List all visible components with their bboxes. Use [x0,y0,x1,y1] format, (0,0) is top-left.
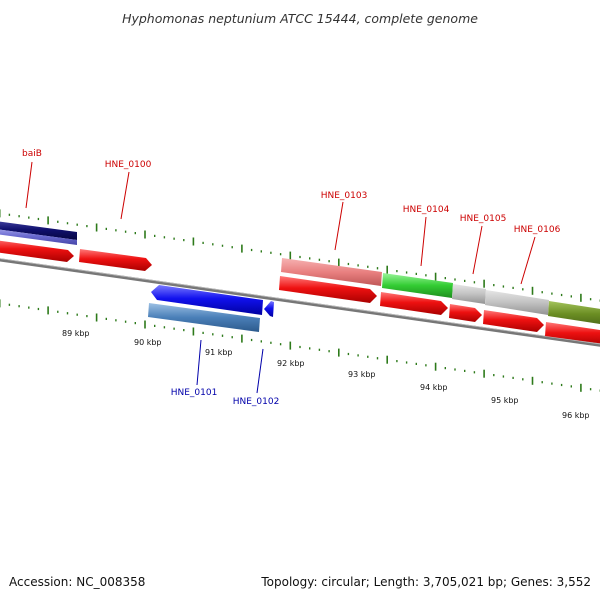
gene-label-HNE_0103[interactable]: HNE_0103 [321,191,368,201]
cds-HNE_0103[interactable] [279,276,377,303]
gene-labels: baiB HNE_0100 HNE_0101 HNE_0102 HNE_0103… [22,149,561,407]
leader-HNE_0104 [420,216,427,267]
leader-HNE_0102 [256,348,264,394]
cds-HNE_0104[interactable] [380,292,448,315]
gene-HNE_0106-feature[interactable] [485,290,549,315]
genome-summary-text: Topology: circular; Length: 3,705,021 bp… [260,575,591,589]
scale-label-93: 93 kbp [348,370,376,379]
scale-label-92: 92 kbp [277,359,305,368]
gene-label-HNE_0101[interactable]: HNE_0101 [171,388,218,398]
scale-label-94: 94 kbp [420,383,448,392]
scale-labels: 89 kbp 90 kbp 91 kbp 92 kbp 93 kbp 94 kb… [62,329,590,420]
leader-HNE_0105 [472,225,483,275]
leader-HNE_0106 [520,236,536,285]
leader-HNE_0101 [196,339,202,386]
leader-HNE_0103 [334,201,344,251]
cds-HNE_0101[interactable] [151,285,263,315]
gene-HNE_0105-feature[interactable] [452,284,486,304]
gene-baiB-purple[interactable] [0,227,77,245]
leader-HNE_0100 [120,171,130,220]
gene-next-feature[interactable] [548,301,600,327]
cds-HNE_0102[interactable] [264,301,274,317]
gene-HNE_0104-feature[interactable] [382,273,453,298]
scale-label-91: 91 kbp [205,348,233,357]
gene-label-HNE_0100[interactable]: HNE_0100 [105,160,152,170]
cds-next[interactable] [545,322,600,346]
gene-baiB-navy[interactable] [0,219,77,240]
gene-label-HNE_0105[interactable]: HNE_0105 [460,214,507,224]
scale-label-90: 90 kbp [134,338,162,347]
gene-label-baiB[interactable]: baiB [22,149,42,159]
map-title: Hyphomonas neptunium ATCC 15444, complet… [122,11,478,26]
gene-label-HNE_0102[interactable]: HNE_0102 [233,397,280,407]
cds-HNE_0100[interactable] [79,249,152,271]
gene-label-HNE_0106[interactable]: HNE_0106 [514,225,561,235]
reverse-strand-ticks [0,299,600,392]
cds-baiB[interactable] [0,238,74,262]
scale-label-95: 95 kbp [491,396,519,405]
scale-label-96: 96 kbp [562,411,590,420]
gene-HNE_0103-feature[interactable] [281,258,382,286]
feature-tracks [0,219,600,346]
scale-label-89: 89 kbp [62,329,90,338]
accession-text: Accession: NC_008358 [9,575,145,589]
gene-label-HNE_0104[interactable]: HNE_0104 [403,205,450,215]
label-leader-lines [25,161,536,394]
cds-HNE_0105[interactable] [449,304,482,322]
cds-HNE_0106[interactable] [483,310,544,332]
leader-baiB [25,161,33,209]
gene-HNE_0101-feature[interactable] [148,303,260,332]
